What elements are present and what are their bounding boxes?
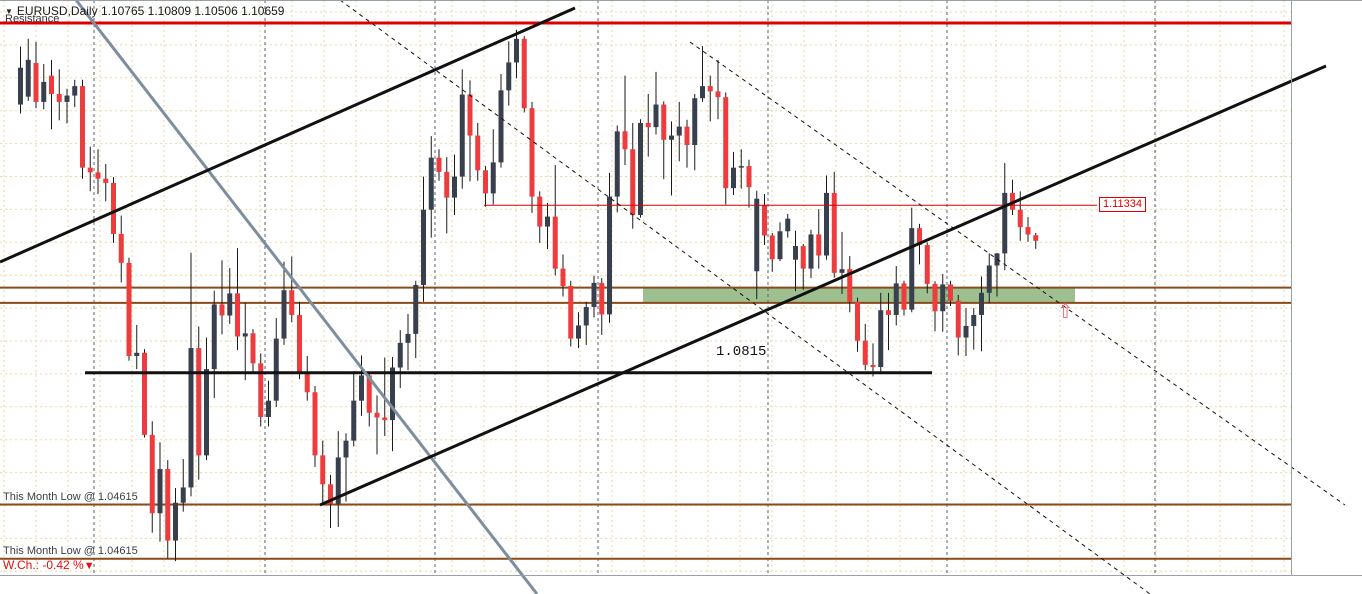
symbol-period-label: EURUSD,Daily bbox=[16, 4, 98, 18]
plot-border bbox=[0, 0, 1362, 576]
date-axis[interactable]: 17 Feb 201527 Feb 201511 Mar 201523 Mar … bbox=[0, 576, 1362, 594]
dashed-down-b[interactable] bbox=[689, 41, 1346, 506]
resistance-label: Resistance bbox=[5, 13, 60, 25]
symbol-dropdown-icon[interactable]: ▼ bbox=[5, 7, 13, 16]
chart-title: ▼ EURUSD,Daily 1.10765 1.10809 1.10506 1.… bbox=[5, 4, 284, 18]
black-channel-upper[interactable] bbox=[0, 6, 576, 264]
green-demand-zone[interactable] bbox=[643, 287, 1075, 303]
weekly-change-text: W.Ch.: -0.42 % bbox=[3, 558, 84, 572]
triangle-down-icon: ▼ bbox=[83, 560, 95, 572]
steel-downtrend[interactable] bbox=[74, 0, 539, 594]
support-level-text: 1.0815 bbox=[716, 344, 767, 360]
ohlc-quote-label: 1.10765 1.10809 1.10506 1.10659 bbox=[100, 4, 285, 18]
candles bbox=[18, 29, 1039, 562]
price-axis[interactable]: 1.150101.143801.137651.131351.125201.118… bbox=[1292, 0, 1362, 576]
price-label-box[interactable]: 1.11334 bbox=[1099, 197, 1146, 212]
month-low-label-upper: This Month Low @ 1.04615 bbox=[3, 491, 138, 503]
up-arrow-icon[interactable]: ⇧ bbox=[1057, 299, 1074, 323]
weekly-change-indicator: W.Ch.: -0.42 %▼ bbox=[3, 558, 95, 572]
black-channel-lower[interactable] bbox=[319, 64, 1327, 507]
month-low-label-lower: This Month Low @ 1.04615 bbox=[3, 545, 138, 557]
